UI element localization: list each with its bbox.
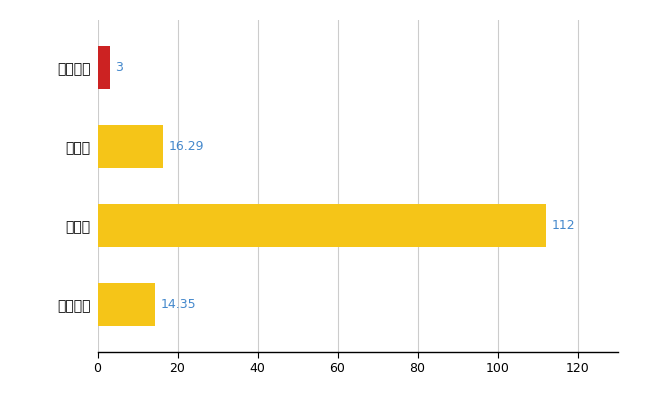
Bar [98,283,155,326]
Text: 16.29: 16.29 [168,140,204,153]
Bar [98,204,545,247]
Text: 112: 112 [551,219,575,232]
Bar [98,125,162,168]
Text: 14.35: 14.35 [161,298,196,311]
Bar [98,46,109,89]
Text: 3: 3 [116,61,124,74]
